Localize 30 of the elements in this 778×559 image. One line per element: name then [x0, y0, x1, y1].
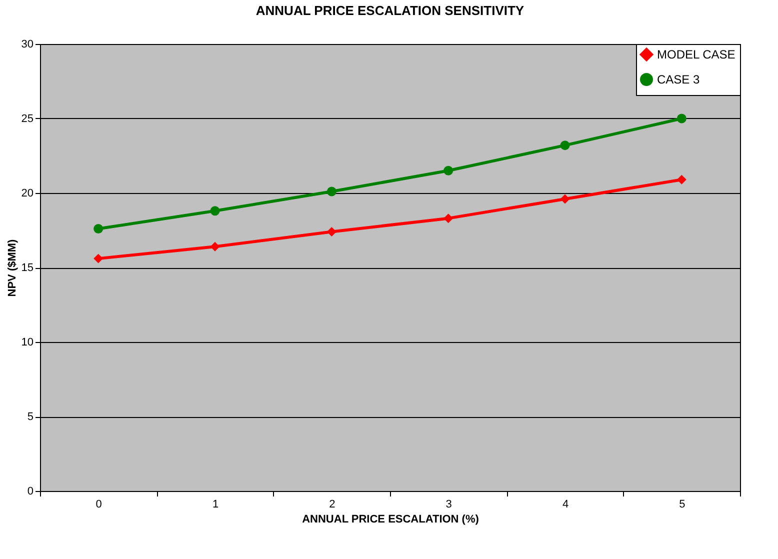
x-tick-label: 0 — [96, 498, 102, 510]
y-tick-label: 15 — [21, 262, 34, 274]
point — [94, 254, 104, 264]
legend-label: MODEL CASE — [657, 48, 736, 62]
point — [676, 174, 686, 184]
legend-label: CASE 3 — [657, 72, 700, 86]
y-tick-label: 0 — [27, 486, 34, 498]
point — [444, 166, 454, 176]
point — [326, 186, 336, 196]
x-tick-label: 3 — [446, 498, 452, 510]
point — [210, 206, 220, 216]
chart-title: ANNUAL PRICE ESCALATION SENSITIVITY — [256, 3, 524, 18]
point — [326, 226, 336, 236]
y-tick-label: 5 — [27, 411, 34, 423]
y-tick-label: 10 — [21, 336, 34, 348]
x-tick-label: 1 — [212, 498, 219, 510]
y-axis-title: NPV ($MM) — [6, 238, 18, 297]
point — [560, 140, 570, 150]
x-tick-label: 2 — [329, 498, 336, 510]
x-tick-label: 4 — [562, 498, 569, 510]
point — [560, 194, 570, 204]
y-tick-label: 20 — [21, 188, 34, 200]
point — [676, 114, 686, 124]
y-tick-label: 25 — [21, 113, 34, 125]
x-tick-label: 5 — [679, 498, 686, 510]
point — [94, 224, 104, 234]
point — [210, 242, 220, 252]
y-tick-label: 30 — [21, 38, 34, 50]
point — [444, 214, 454, 224]
x-axis-title: ANNUAL PRICE ESCALATION (%) — [302, 514, 480, 526]
